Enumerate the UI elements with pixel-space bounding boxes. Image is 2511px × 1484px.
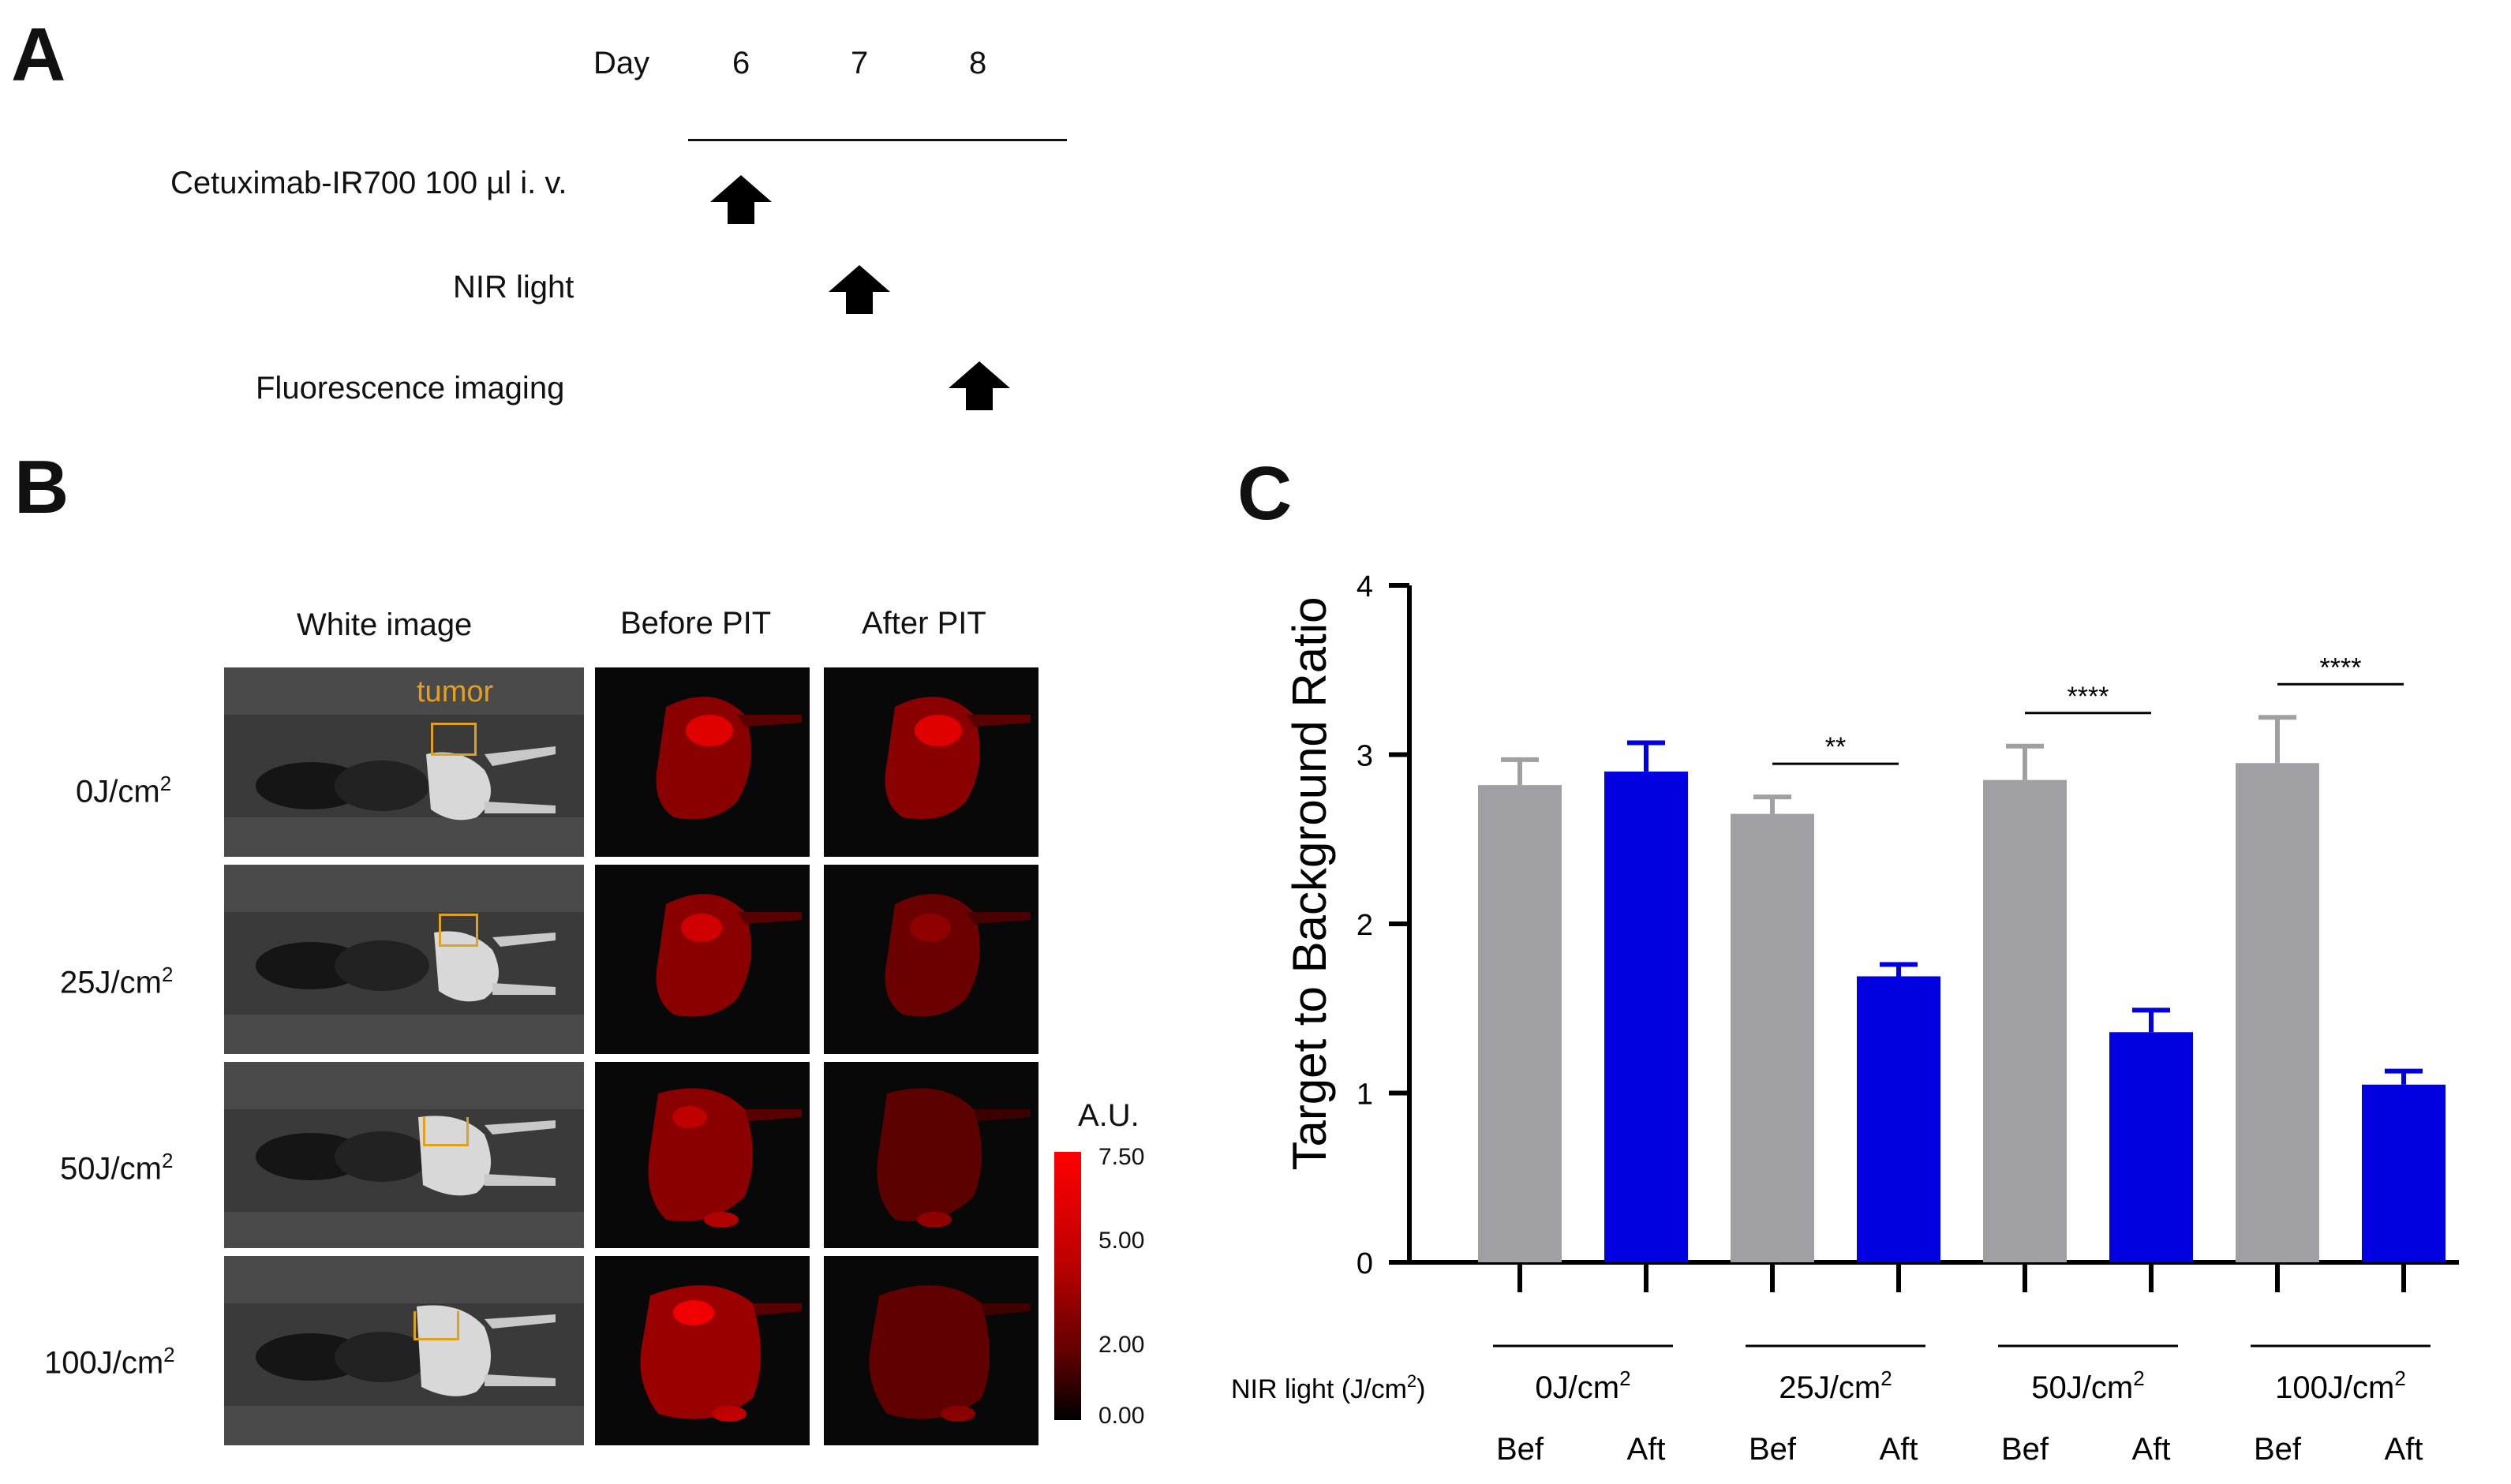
bar-aft-2	[2109, 1032, 2193, 1262]
bar-sublabel: Aft	[2132, 1432, 2171, 1467]
bar-sublabel: Aft	[1880, 1432, 1918, 1467]
fluorescence-after-25j	[824, 865, 1038, 1054]
panel-label-b: B	[14, 445, 69, 529]
row-label-25j: 25J/cm2	[60, 963, 174, 1000]
row-label-0j: 0J/cm2	[76, 772, 172, 809]
tumor-label: tumor	[417, 675, 494, 708]
significance-label: ****	[2068, 682, 2109, 712]
bar-aft-3	[2362, 1084, 2446, 1262]
tumor-roi-box	[431, 723, 477, 756]
significance-label: **	[1825, 732, 1846, 762]
bar-sublabel: Aft	[1627, 1432, 1666, 1467]
bar-sublabel: Bef	[1749, 1432, 1797, 1467]
bar-sublabel: Bef	[2254, 1432, 2302, 1467]
white-image-50j	[224, 1062, 584, 1248]
bar-chart: Target to Background Ratio 0 1 2 3 4 Bef Aft 0…	[1231, 570, 2459, 1467]
day-label: Day	[593, 46, 650, 80]
scale-tick-500: 5.00	[1098, 1228, 1145, 1254]
group-label: 25J/cm2	[1779, 1366, 1892, 1405]
row-label-100j: 100J/cm2	[44, 1343, 175, 1381]
bar-sublabel: Aft	[2385, 1432, 2423, 1467]
fluorescence-before-100j	[595, 1256, 810, 1445]
bar-bef-1	[1731, 813, 1814, 1262]
fluorescence-before-50j	[595, 1062, 810, 1248]
significance-label: ****	[2320, 652, 2362, 682]
group-label: 0J/cm2	[1535, 1366, 1630, 1405]
arrow-up-icon	[829, 265, 890, 314]
arrow-up-icon	[710, 175, 772, 224]
fluorescence-after-50j	[824, 1062, 1038, 1248]
arrow-up-icon	[949, 361, 1010, 410]
panel-label-c: C	[1237, 451, 1293, 536]
scale-tick-750: 7.50	[1098, 1144, 1145, 1170]
bar-bef-0	[1478, 785, 1562, 1262]
day-6-label: 6	[732, 46, 750, 80]
scale-title: A.U.	[1078, 1098, 1139, 1133]
fluorescence-before-25j	[595, 865, 810, 1054]
mouse-silhouette	[224, 865, 584, 1054]
fluorescence-after-0j	[824, 667, 1038, 857]
event-label-imaging: Fluorescence imaging	[256, 371, 565, 406]
y-tick-label: 4	[1357, 570, 1373, 604]
bar-bef-2	[1983, 779, 2067, 1262]
column-header-after: After PIT	[862, 606, 986, 641]
y-axis-label: Target to Background Ratio	[1283, 596, 1336, 1170]
mouse-silhouette	[224, 1062, 584, 1248]
y-tick-label: 3	[1357, 740, 1373, 773]
group-label: 100J/cm2	[2275, 1366, 2406, 1405]
tumor-roi-box	[423, 1117, 469, 1146]
column-header-before: Before PIT	[620, 606, 772, 641]
panel-label-a: A	[11, 13, 66, 97]
mouse-silhouette	[224, 1256, 584, 1445]
chart-labels: Bef Aft 0J/cm2 Bef Aft 25J/cm2 ** Bef Aft 50J/cm2…	[1231, 652, 2431, 1467]
fluorescence-before-0j	[595, 667, 810, 857]
group-label: 50J/cm2	[2031, 1366, 2144, 1405]
tumor-roi-box	[414, 1311, 459, 1340]
color-scale-bar	[1054, 1152, 1081, 1420]
chart-bars	[1478, 715, 2446, 1262]
white-image-100j	[224, 1256, 584, 1445]
white-image-0j: tumor	[224, 667, 584, 857]
bar-aft-0	[1604, 771, 1688, 1262]
tumor-roi-box	[439, 914, 478, 947]
y-tick-label: 2	[1357, 909, 1373, 942]
scale-tick-000: 0.00	[1098, 1403, 1145, 1429]
day-8-label: 8	[969, 46, 987, 80]
white-image-25j	[224, 865, 584, 1054]
column-header-white: White image	[297, 607, 473, 642]
mouse-silhouette	[224, 667, 584, 857]
x-axis-label: NIR light (J/cm2)	[1231, 1371, 1426, 1404]
event-label-cetuximab: Cetuximab-IR700 100 µl i. v.	[170, 166, 567, 200]
row-label-50j: 50J/cm2	[60, 1149, 174, 1187]
bar-aft-1	[1857, 976, 1940, 1262]
day-7-label: 7	[851, 46, 869, 80]
bar-bef-3	[2236, 763, 2319, 1262]
fluorescence-after-100j	[824, 1256, 1038, 1445]
timeline-axis	[688, 139, 1067, 141]
y-tick-label: 1	[1357, 1078, 1373, 1112]
bar-sublabel: Bef	[1496, 1432, 1544, 1467]
bar-sublabel: Bef	[2001, 1432, 2049, 1467]
event-label-nir: NIR light	[453, 270, 574, 305]
y-tick-label: 0	[1357, 1247, 1373, 1280]
scale-tick-200: 2.00	[1098, 1332, 1145, 1358]
